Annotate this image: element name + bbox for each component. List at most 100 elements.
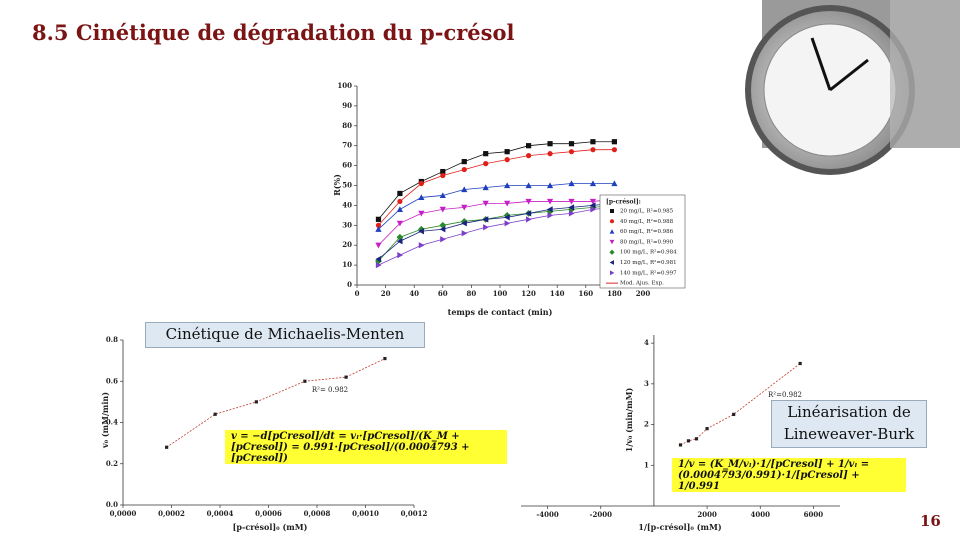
y-tick-label: 90 <box>342 101 352 110</box>
data-point <box>254 400 258 404</box>
data-point <box>461 186 468 193</box>
data-point <box>526 143 532 149</box>
x-tick-label: 140 <box>550 289 565 298</box>
data-point <box>396 220 404 227</box>
data-point <box>568 204 575 211</box>
data-point <box>504 220 511 227</box>
legend-label: 120 mg/L, R²=0.981 <box>620 259 677 266</box>
data-point <box>686 439 691 443</box>
y-tick-label: 80 <box>342 121 352 130</box>
series-line <box>378 205 615 262</box>
data-point <box>375 242 382 249</box>
data-point <box>440 236 446 243</box>
y-tick-label: 3 <box>644 379 649 388</box>
x-tick-label: 80 <box>467 289 477 298</box>
legend-marker <box>610 209 614 213</box>
y-tick-label: 60 <box>342 161 352 170</box>
y-tick-label: 10 <box>342 260 352 269</box>
y-tick-label: 2 <box>644 420 649 429</box>
legend-label: 100 mg/L, R²=0.984 <box>620 249 677 256</box>
y-axis-label: R(%) <box>332 174 342 196</box>
data-point <box>678 443 683 447</box>
data-point <box>504 200 511 207</box>
data-point <box>568 180 575 187</box>
data-point <box>439 206 446 213</box>
y-tick-label: 1 <box>644 460 649 469</box>
equation: 1/v = (K_M/vₗ)·1/[pCresol] + 1/vₗ = (0.0… <box>672 458 906 492</box>
data-point <box>482 184 489 191</box>
series-line <box>378 199 615 246</box>
y-tick-label: 30 <box>342 220 352 229</box>
data-point <box>546 198 554 205</box>
x-tick-label: 40 <box>409 289 419 298</box>
data-point <box>418 228 424 235</box>
annotation: R²= 0.982 <box>312 386 348 394</box>
equation: v = −d[pCresol]/dt = vₗ·[pCresol]/(K_M +… <box>225 430 507 464</box>
legend-title: [p-crésol]: <box>606 199 641 206</box>
data-point <box>525 182 532 189</box>
data-point <box>440 172 446 179</box>
data-point <box>611 180 618 187</box>
data-point <box>483 161 489 167</box>
legend-marker <box>609 229 615 234</box>
data-point <box>397 190 403 197</box>
data-point <box>547 141 553 147</box>
data-point <box>705 427 709 431</box>
x-axis-label: [p-crésol]₀ (mM) <box>233 522 308 532</box>
data-point <box>440 168 446 175</box>
legend-label: Mod. Ajus. Exp. <box>620 281 664 287</box>
data-point <box>526 153 532 159</box>
data-point <box>611 147 618 153</box>
data-point <box>396 238 403 245</box>
data-point <box>590 147 596 153</box>
legend-label: 140 mg/L, R²=0.997 <box>620 269 677 276</box>
y-tick-label: 40 <box>342 200 352 209</box>
y-axis-label: v₀ (mM/min) <box>100 392 110 449</box>
x-tick-label: -4000 <box>536 510 559 519</box>
data-point <box>732 412 736 416</box>
x-tick-label: 0,0006 <box>255 509 282 518</box>
data-point <box>547 212 554 219</box>
data-point <box>375 226 382 232</box>
x-tick-label: 160 <box>578 289 593 298</box>
data-point <box>590 206 597 213</box>
slide-title: 8.5 Cinétique de dégradation du p-crésol <box>32 20 515 45</box>
data-point <box>397 252 404 259</box>
legend-label: 20 mg/L, R²=0.985 <box>620 208 674 215</box>
x-tick-label: 0,0008 <box>304 509 331 518</box>
legend-marker <box>609 239 615 245</box>
data-point <box>439 226 446 233</box>
data-point <box>165 445 169 449</box>
y-tick-label: 0.2 <box>106 459 118 468</box>
data-point <box>589 198 597 205</box>
series-line <box>166 358 386 448</box>
data-point <box>439 192 446 199</box>
x-tick-label: 0,0012 <box>401 509 428 518</box>
data-point <box>504 149 510 155</box>
x-tick-label: 0,0010 <box>352 509 379 518</box>
x-tick-label: 0,0000 <box>110 509 137 518</box>
x-axis-label: 1/[p-crésol]₀ (mM) <box>638 522 721 532</box>
legend-marker <box>610 270 615 276</box>
data-point <box>589 202 596 209</box>
x-tick-label: 0,0002 <box>158 509 185 518</box>
series-line <box>378 183 615 230</box>
series-line <box>378 206 615 266</box>
data-point <box>482 200 489 207</box>
x-axis-label: temps de contact (min) <box>448 307 553 317</box>
data-point <box>590 139 596 145</box>
x-tick-label: 60 <box>438 289 448 298</box>
y-tick-label: 70 <box>342 141 352 150</box>
legend-marker <box>609 249 615 255</box>
y-tick-label: 0.6 <box>106 376 118 385</box>
data-point <box>525 198 532 205</box>
legend-label: 40 mg/L, R²=0.988 <box>620 218 674 225</box>
series-line <box>378 141 615 220</box>
data-point <box>461 230 468 237</box>
data-point <box>461 204 468 211</box>
y-tick-label: 0.4 <box>106 418 118 427</box>
x-tick-label: 100 <box>493 289 508 298</box>
y-tick-label: 4 <box>644 338 649 347</box>
page-number: 16 <box>920 512 941 530</box>
